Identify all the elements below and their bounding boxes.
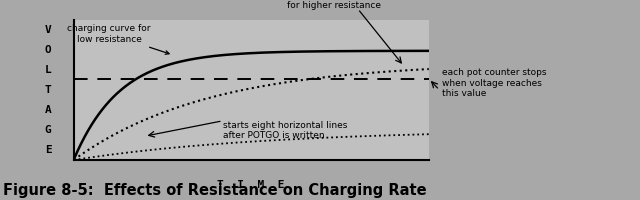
Text: O: O xyxy=(45,45,51,55)
Text: starts eight horizontal lines
after POTGO is written: starts eight horizontal lines after POTG… xyxy=(223,121,347,140)
Text: A: A xyxy=(45,105,51,115)
Text: G: G xyxy=(45,125,51,135)
Text: T  I  M  E: T I M E xyxy=(218,180,285,190)
Text: each pot counter stops
when voltage reaches
this value: each pot counter stops when voltage reac… xyxy=(442,68,546,98)
Text: E: E xyxy=(45,145,51,155)
Text: L: L xyxy=(45,65,51,75)
Text: T: T xyxy=(45,85,51,95)
Text: charging curve for
low resistance: charging curve for low resistance xyxy=(67,24,169,54)
Text: for higher resistance: for higher resistance xyxy=(287,1,381,10)
Text: V: V xyxy=(45,25,51,35)
Text: Figure 8-5:  Effects of Resistance on Charging Rate: Figure 8-5: Effects of Resistance on Cha… xyxy=(3,183,427,198)
